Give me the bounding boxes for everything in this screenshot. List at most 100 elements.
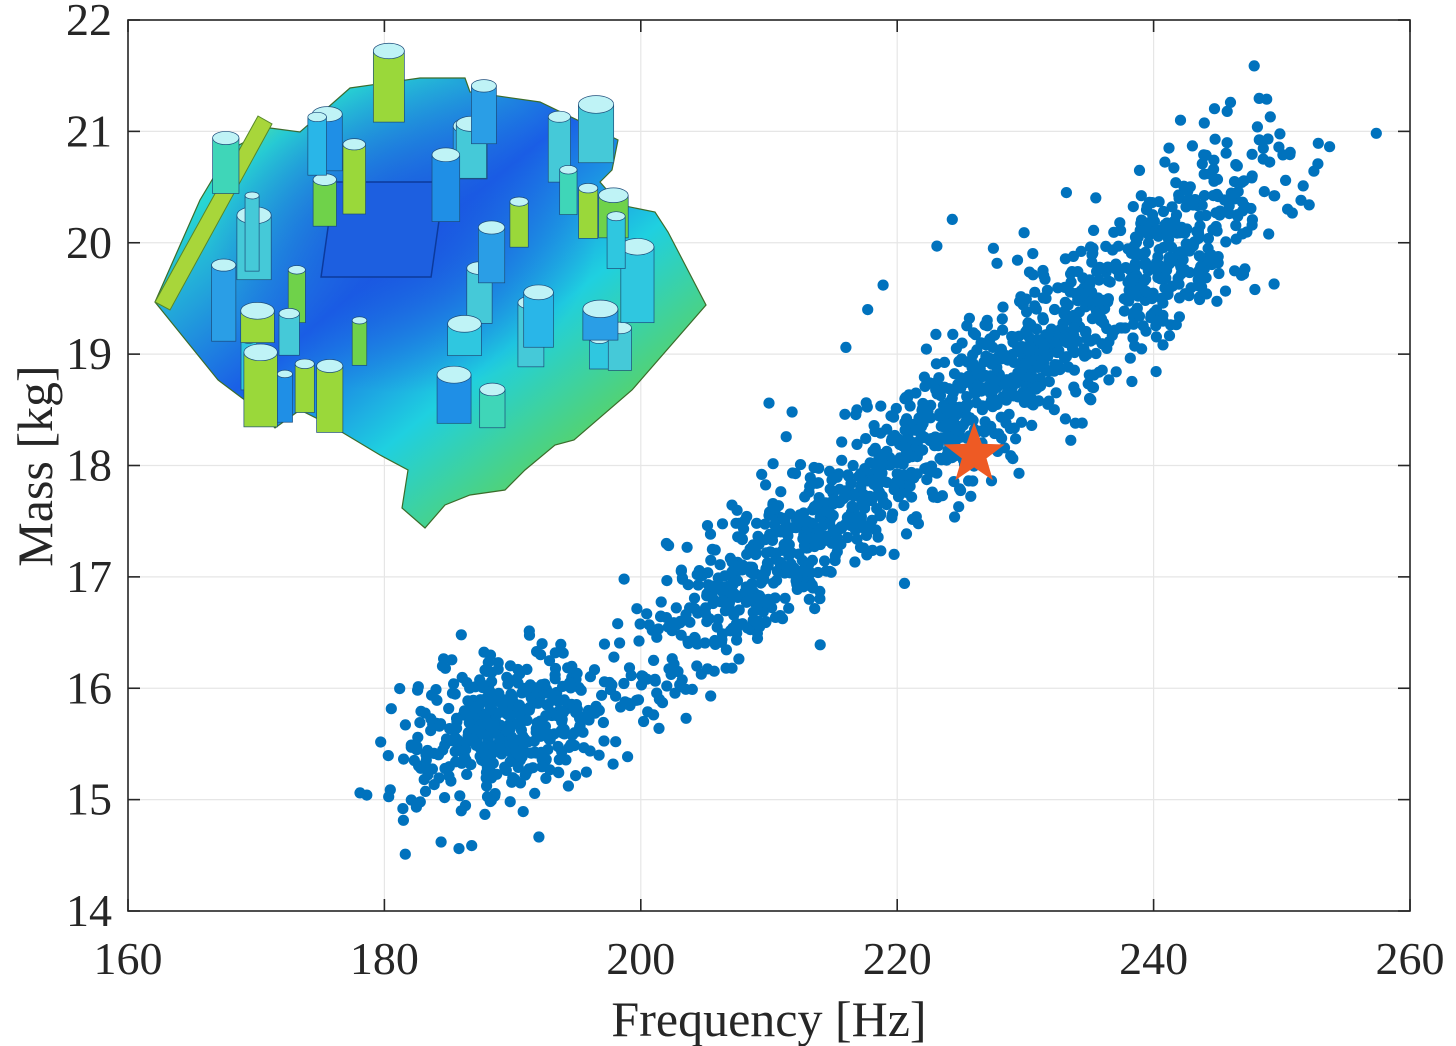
scatter-point bbox=[877, 448, 889, 460]
scatter-point bbox=[836, 436, 848, 448]
scatter-point bbox=[868, 420, 880, 432]
scatter-point bbox=[989, 375, 1001, 387]
scatter-point bbox=[489, 788, 501, 800]
scatter-point bbox=[1236, 196, 1249, 208]
scatter-point bbox=[777, 513, 789, 526]
scatter-point bbox=[931, 491, 944, 504]
scatter-point bbox=[997, 301, 1009, 313]
scatter-point bbox=[1026, 419, 1038, 431]
scatter-point bbox=[769, 611, 782, 624]
scatter-point bbox=[803, 593, 815, 605]
scatter-point bbox=[969, 361, 981, 373]
scatter-point bbox=[859, 502, 871, 514]
scatter-point bbox=[799, 491, 811, 503]
scatter-point bbox=[535, 730, 547, 742]
scatter-point bbox=[1246, 148, 1258, 160]
scatter-point bbox=[1257, 142, 1269, 154]
component-cylinder bbox=[559, 165, 578, 215]
scatter-point bbox=[397, 814, 409, 826]
scatter-point bbox=[1013, 467, 1025, 479]
x-tick-label: 200 bbox=[606, 933, 675, 984]
scatter-point bbox=[1212, 251, 1224, 263]
y-tick-label: 16 bbox=[66, 662, 112, 713]
scatter-point bbox=[1246, 170, 1258, 182]
scatter-point bbox=[1080, 325, 1092, 338]
scatter-point bbox=[1239, 263, 1251, 275]
scatter-point bbox=[1195, 261, 1207, 273]
scatter-point bbox=[521, 714, 533, 727]
component-cylinder bbox=[523, 284, 554, 348]
scatter-point bbox=[426, 689, 438, 701]
scatter-point bbox=[1123, 276, 1136, 288]
scatter-point bbox=[549, 647, 561, 659]
scatter-point bbox=[791, 571, 803, 583]
scatter-point bbox=[746, 578, 758, 590]
scatter-point bbox=[545, 688, 557, 700]
scatter-point bbox=[904, 480, 916, 492]
scatter-point bbox=[1031, 381, 1043, 393]
scatter-point bbox=[1011, 377, 1023, 389]
scatter-point bbox=[558, 728, 571, 740]
scatter-point bbox=[420, 749, 432, 761]
scatter-point bbox=[454, 790, 466, 802]
scatter-point bbox=[798, 540, 811, 552]
scatter-point bbox=[648, 709, 660, 721]
scatter-point bbox=[1230, 219, 1242, 232]
scatter-point bbox=[806, 517, 818, 529]
scatter-point bbox=[1066, 311, 1078, 323]
component-cylinder bbox=[276, 369, 293, 423]
scatter-point bbox=[1312, 158, 1324, 170]
component-cylinder bbox=[211, 258, 237, 342]
scatter-point bbox=[688, 592, 701, 604]
x-tick-label: 220 bbox=[863, 933, 932, 984]
scatter-point bbox=[892, 491, 905, 503]
scatter-point bbox=[712, 613, 724, 626]
scatter-point bbox=[466, 840, 478, 852]
scatter-point bbox=[705, 554, 717, 566]
scatter-point bbox=[930, 328, 942, 340]
scatter-point bbox=[996, 432, 1008, 444]
scatter-point bbox=[598, 735, 610, 747]
scatter-point bbox=[714, 559, 726, 571]
scatter-point bbox=[938, 421, 951, 433]
scatter-point bbox=[1173, 189, 1185, 201]
scatter-point bbox=[1079, 350, 1091, 362]
scatter-point bbox=[946, 213, 958, 225]
scatter-point bbox=[876, 457, 889, 469]
scatter-point bbox=[634, 618, 646, 630]
y-axis-title: Mass [kg] bbox=[7, 365, 63, 566]
scatter-point bbox=[1143, 196, 1155, 208]
scatter-point bbox=[1140, 285, 1152, 298]
scatter-point bbox=[1038, 340, 1050, 352]
scatter-point bbox=[382, 750, 394, 762]
scatter-point bbox=[786, 406, 798, 418]
scatter-point bbox=[545, 706, 557, 718]
scatter-point bbox=[675, 565, 687, 577]
scatter-point bbox=[531, 646, 543, 658]
scatter-point bbox=[1249, 283, 1261, 296]
scatter-point bbox=[414, 717, 426, 729]
component-cylinder bbox=[342, 138, 366, 215]
scatter-point bbox=[439, 792, 451, 804]
scatter-point bbox=[720, 644, 733, 656]
scatter-point bbox=[651, 687, 663, 699]
scatter-point bbox=[1062, 361, 1074, 373]
scatter-point bbox=[1050, 387, 1062, 399]
scatter-point bbox=[866, 514, 878, 526]
scatter-point bbox=[699, 607, 712, 619]
scatter-point bbox=[1093, 274, 1105, 286]
scatter-point bbox=[731, 634, 743, 646]
scatter-point bbox=[1000, 417, 1012, 429]
scatter-point bbox=[1221, 105, 1233, 117]
scatter-point bbox=[767, 458, 779, 470]
scatter-point bbox=[842, 469, 854, 481]
scatter-point bbox=[610, 736, 622, 748]
scatter-point bbox=[1286, 207, 1298, 219]
scatter-point bbox=[414, 796, 426, 808]
scatter-point bbox=[681, 541, 693, 553]
scatter-point bbox=[1021, 306, 1033, 318]
scatter-point bbox=[752, 530, 764, 542]
scatter-point bbox=[521, 682, 533, 694]
scatter-point bbox=[1033, 360, 1045, 372]
scatter-point bbox=[712, 572, 724, 584]
